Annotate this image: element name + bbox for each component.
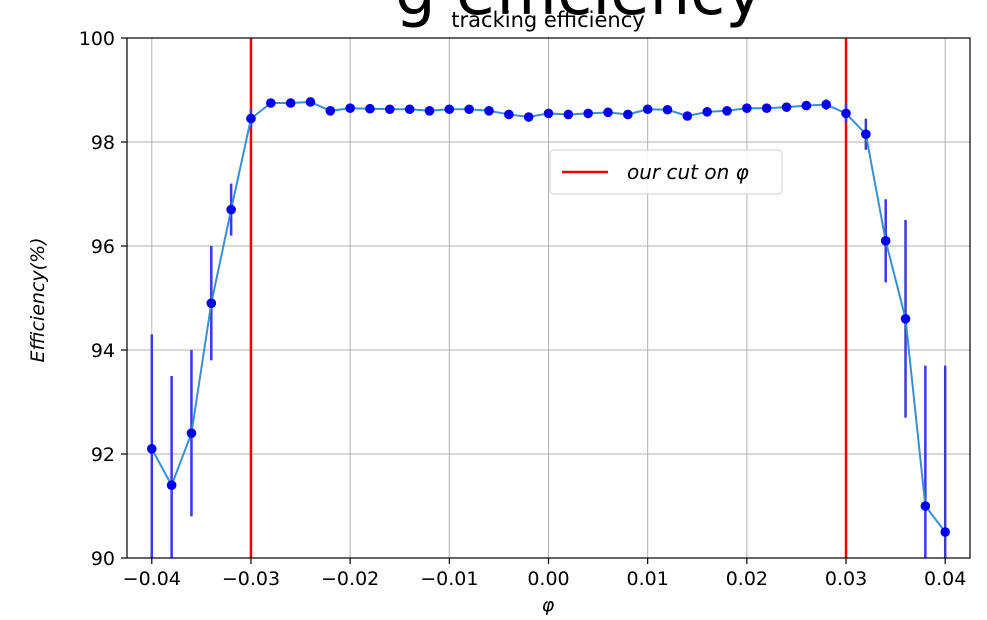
data-point [345,103,355,113]
data-point [583,108,593,119]
data-point [920,501,931,511]
data-point [642,104,653,115]
data-point [940,527,951,537]
legend-box [549,149,783,195]
legend: our cut on φ [549,149,783,195]
data-point [464,104,474,115]
y-tick-label: 90 [91,548,115,570]
data-point [821,99,831,110]
data-point [266,98,276,108]
axis-ticks: −0.04 −0.03 −0.02 −0.01 0.00 0.01 0.02 0.03 0.04… [79,28,967,590]
legend-cut-label: our cut on φ [627,160,749,184]
y-tick-label: 96 [91,236,115,258]
data-point [781,102,792,112]
data-point [900,314,911,324]
data-point [166,480,177,491]
data-point [761,103,772,113]
data-point [523,112,534,122]
data-point [702,107,712,117]
data-point [484,106,494,116]
x-tick-label: 0.00 [527,568,569,590]
y-tick-label: 98 [91,132,115,154]
x-axis-label: φ [542,594,555,616]
data-point [424,106,435,116]
data-point [543,108,554,119]
x-tick-label: −0.04 [123,568,181,590]
data-point [226,204,236,215]
data-point [861,129,871,139]
x-tick-label: −0.02 [321,568,379,590]
data-point [365,103,375,114]
data-point [841,108,851,119]
data-point [385,104,395,115]
cropped-title-fragment: g efficiency [395,0,763,30]
data-point [742,103,752,113]
data-point [186,428,197,439]
data-point [623,109,633,120]
data-point [603,107,613,118]
y-tick-label: 92 [91,444,115,466]
data-point [662,104,673,115]
chart-title: tracking efficiency [451,8,644,32]
data-point [563,109,574,120]
data-point [206,298,217,309]
data-point [285,98,296,108]
data-point [504,109,514,120]
data-point [246,113,256,124]
x-tick-label: −0.01 [420,568,478,590]
x-tick-label: 0.04 [924,568,966,590]
data-point [146,444,157,454]
y-axis-label: Efficiency(%) [27,237,49,362]
data-point [444,104,455,115]
data-point [682,111,693,121]
data-point [325,106,336,116]
data-point [722,106,732,116]
data-point [801,100,812,111]
x-tick-label: −0.03 [222,568,280,590]
data-series [146,97,951,558]
data-point [305,97,316,107]
x-tick-label: 0.01 [627,568,669,590]
data-point [404,104,415,115]
data-point [880,236,891,246]
x-tick-label: 0.03 [825,568,867,590]
y-tick-label: 94 [91,340,115,362]
y-tick-label: 100 [79,28,115,50]
x-tick-label: 0.02 [726,568,768,590]
